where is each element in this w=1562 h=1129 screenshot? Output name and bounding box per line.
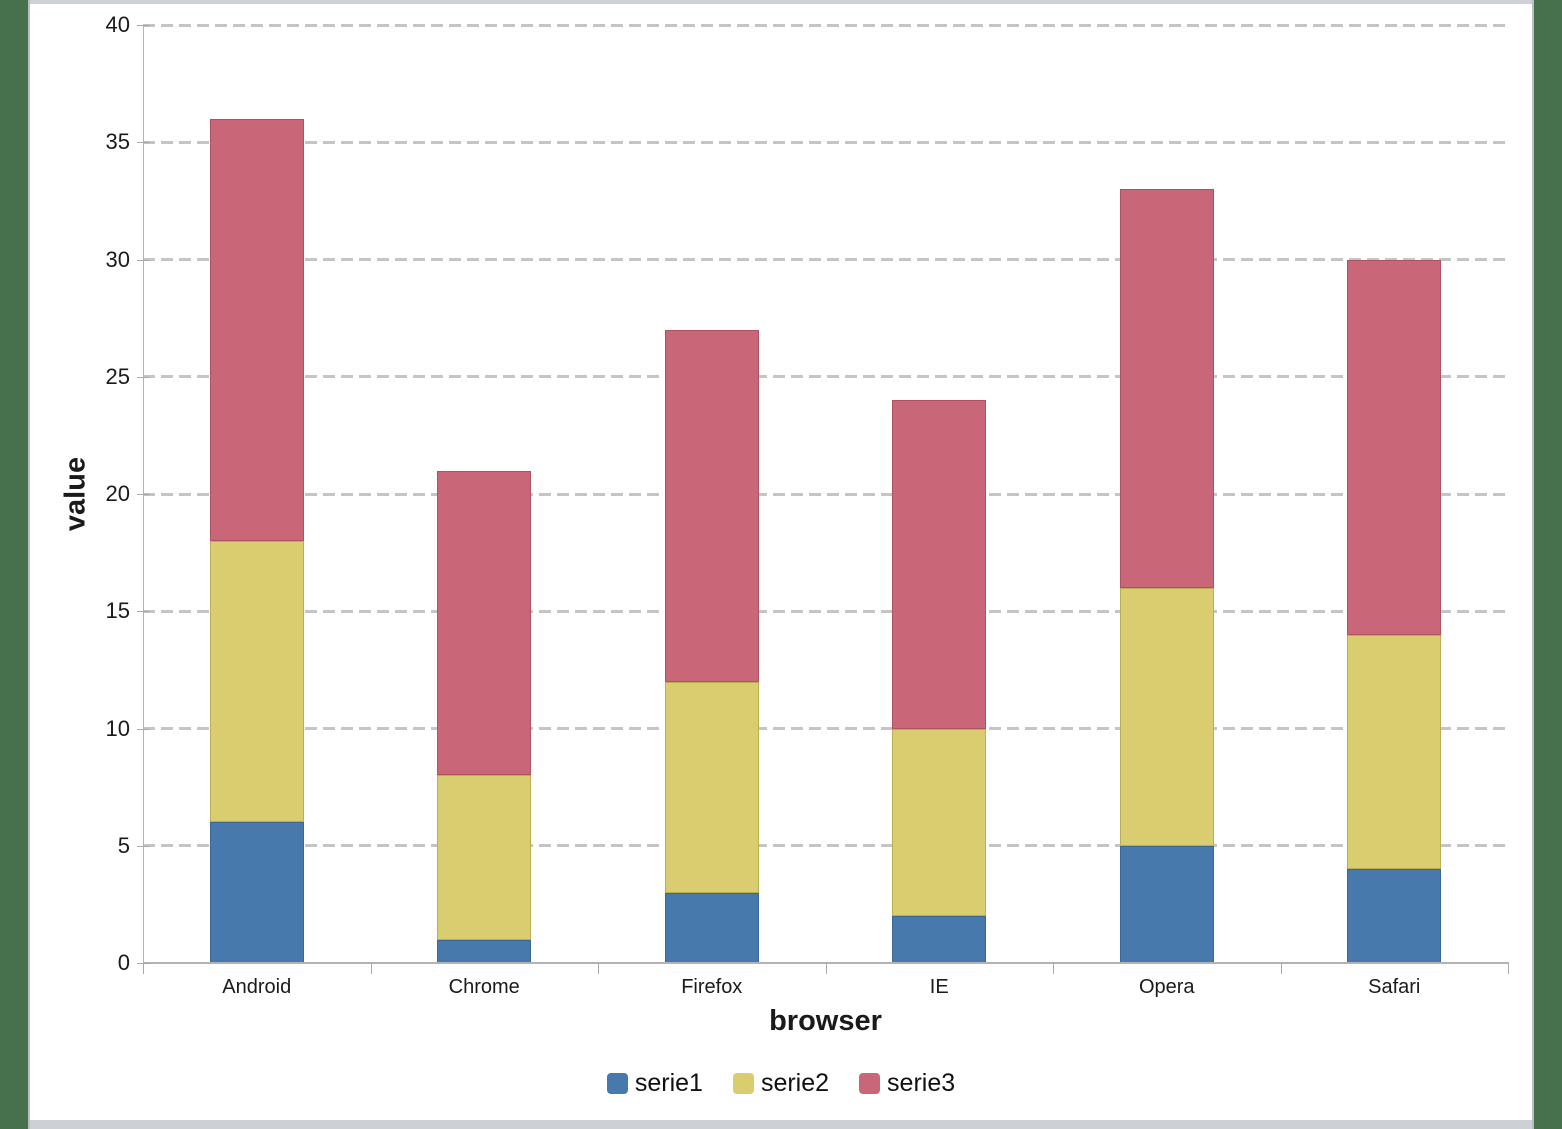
y-tick-mark-25 xyxy=(137,376,150,378)
bar-segment-firefox-serie3 xyxy=(664,329,759,682)
legend: serie1 serie2 serie3 xyxy=(30,1068,1532,1098)
x-category-label-opera: Opera xyxy=(1138,976,1195,998)
bar-segment-ie-serie1 xyxy=(892,916,987,963)
top-border-strip xyxy=(30,0,1532,4)
legend-swatch-serie1 xyxy=(606,1072,628,1094)
y-tick-label-20: 20 xyxy=(105,481,130,506)
bar-segment-android-serie1 xyxy=(209,822,304,963)
bar-safari xyxy=(1347,259,1442,963)
bar-segment-safari-serie1 xyxy=(1347,869,1442,963)
gridline-20 xyxy=(143,492,1508,496)
plot-area xyxy=(143,23,1508,963)
y-tick-mark-5 xyxy=(137,845,150,847)
legend-item-serie3: serie3 xyxy=(859,1068,955,1098)
legend-label-serie3: serie3 xyxy=(887,1069,956,1097)
y-tick-label-35: 35 xyxy=(105,129,130,155)
bar-firefox xyxy=(664,329,759,963)
legend-item-serie2: serie2 xyxy=(732,1068,830,1098)
x-category-label-android: Android xyxy=(222,976,292,998)
x-category-label-chrome: Chrome xyxy=(448,976,520,998)
y-tick-label-30: 30 xyxy=(105,246,130,272)
bar-android xyxy=(209,118,304,963)
gridline-35 xyxy=(143,140,1508,144)
y-tick-label-0: 0 xyxy=(117,950,130,975)
y-tick-label-40: 40 xyxy=(105,12,130,37)
gridline-15 xyxy=(143,609,1508,613)
bar-segment-chrome-serie3 xyxy=(437,470,532,776)
x-axis-title: browser xyxy=(769,1005,882,1037)
y-tick-label-5: 5 xyxy=(117,832,130,858)
bar-segment-opera-serie3 xyxy=(1119,189,1214,588)
gridline-40 xyxy=(143,23,1508,27)
bar-chrome xyxy=(437,470,532,963)
bar-segment-android-serie2 xyxy=(209,540,304,823)
x-tick-mark-0 xyxy=(143,963,144,974)
x-category-label-safari: Safari xyxy=(1368,976,1421,998)
legend-swatch-serie3 xyxy=(859,1072,881,1094)
y-tick-mark-10 xyxy=(137,728,150,730)
x-category-label-ie: IE xyxy=(929,976,949,998)
bar-segment-ie-serie2 xyxy=(892,728,987,917)
y-tick-mark-15 xyxy=(137,611,150,613)
gridline-25 xyxy=(143,375,1508,379)
y-tick-mark-40 xyxy=(137,25,150,26)
x-tick-mark-6 xyxy=(1508,963,1509,974)
bar-segment-chrome-serie1 xyxy=(437,939,532,963)
y-tick-label-10: 10 xyxy=(105,715,130,741)
bottom-border-strip xyxy=(30,1120,1532,1129)
bar-opera xyxy=(1119,189,1214,963)
y-tick-mark-30 xyxy=(137,259,150,261)
legend-item-serie1: serie1 xyxy=(606,1068,703,1098)
gridline-5 xyxy=(143,844,1508,848)
bar-segment-opera-serie1 xyxy=(1119,845,1214,963)
y-tick-label-25: 25 xyxy=(105,363,130,389)
gridline-30 xyxy=(143,258,1508,261)
bar-segment-opera-serie2 xyxy=(1119,587,1214,846)
y-tick-mark-35 xyxy=(137,142,150,144)
x-tick-mark-3 xyxy=(825,963,827,974)
bar-segment-firefox-serie1 xyxy=(664,892,759,963)
gridline-10 xyxy=(143,727,1508,730)
x-category-label-firefox: Firefox xyxy=(681,976,743,998)
left-border-band xyxy=(0,0,30,1129)
bar-segment-safari-serie2 xyxy=(1347,634,1442,870)
right-border-band xyxy=(1532,0,1562,1129)
y-tick-label-15: 15 xyxy=(105,598,130,624)
x-tick-mark-5 xyxy=(1280,963,1282,974)
bar-segment-safari-serie3 xyxy=(1347,259,1442,635)
legend-swatch-serie2 xyxy=(732,1072,754,1094)
bar-segment-ie-serie3 xyxy=(892,400,987,729)
legend-label-serie2: serie2 xyxy=(760,1069,830,1097)
x-tick-mark-2 xyxy=(598,963,599,974)
bar-segment-firefox-serie2 xyxy=(664,681,759,893)
x-tick-mark-1 xyxy=(370,963,372,974)
x-tick-mark-4 xyxy=(1053,963,1054,974)
bar-segment-chrome-serie2 xyxy=(437,775,532,940)
bar-ie xyxy=(892,400,987,963)
bar-segment-android-serie3 xyxy=(209,118,304,541)
legend-label-serie1: serie1 xyxy=(634,1069,703,1097)
y-tick-mark-20 xyxy=(137,494,150,495)
